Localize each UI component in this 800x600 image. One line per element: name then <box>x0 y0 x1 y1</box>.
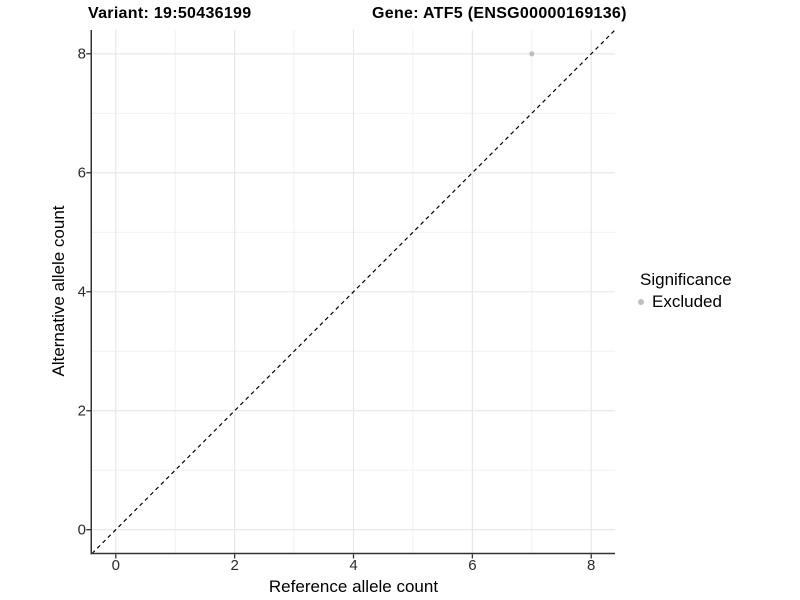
y-tick-label: 6 <box>77 164 86 182</box>
identity-reference-line <box>91 29 616 554</box>
x-tick-label: 8 <box>587 557 596 574</box>
data-point-excluded <box>529 51 535 57</box>
x-tick-label: 6 <box>468 557 477 574</box>
legend-item-label: Excluded <box>652 292 722 311</box>
legend: Significance Excluded <box>634 270 732 312</box>
y-tick-label: 4 <box>77 283 86 301</box>
x-axis-title: Reference allele count <box>268 577 439 596</box>
y-tick-label: 8 <box>77 45 86 63</box>
plot-title-gene: Gene: ATF5 (ENSG00000169136) <box>372 5 627 22</box>
y-tick-label: 2 <box>77 402 86 420</box>
x-tick-label: 0 <box>111 557 120 574</box>
legend-item-excluded: Excluded <box>634 292 732 312</box>
x-tick-label: 2 <box>230 557 239 574</box>
plot-title-variant: Variant: 19:50436199 <box>88 5 252 22</box>
legend-key-circle-icon <box>638 299 644 305</box>
legend-title: Significance <box>640 270 732 289</box>
x-tick-label: 4 <box>349 557 358 574</box>
y-axis-title: Alternative allele count <box>49 205 68 377</box>
y-tick-label: 0 <box>77 521 86 539</box>
